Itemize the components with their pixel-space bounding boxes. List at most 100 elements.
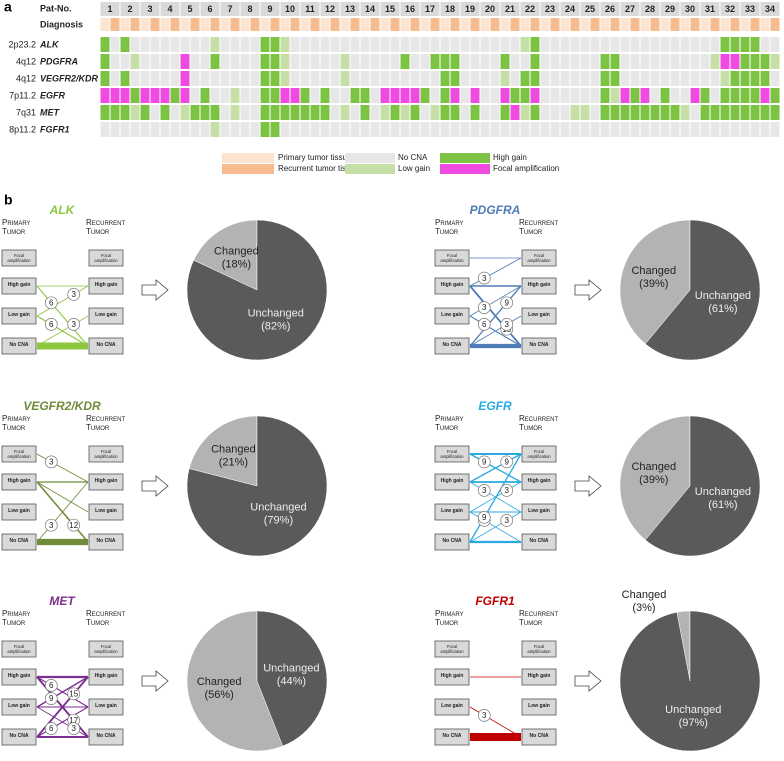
diagnosis-cell [360, 18, 370, 31]
cna-cell [670, 54, 680, 69]
level-label: High gain [7, 478, 31, 485]
patient-header-cell [420, 2, 440, 16]
cna-cell [710, 71, 720, 86]
patient-number: 11 [305, 4, 315, 14]
patient-header-cell [160, 2, 180, 16]
cna-cell [300, 88, 310, 103]
diagnosis-cell [580, 18, 590, 31]
diagnosis-cell [690, 18, 700, 31]
cna-cell [110, 54, 120, 69]
cna-cell [190, 37, 200, 52]
diagnosis-cell [480, 18, 490, 31]
patient-number: 23 [545, 4, 555, 14]
patient-number: 13 [345, 4, 355, 14]
cna-cell [440, 71, 450, 86]
pie-value-label: (18%) [222, 258, 251, 270]
level-label-box: Focal amplification [94, 449, 117, 460]
cna-cell [570, 122, 580, 137]
patient-number: 8 [247, 4, 252, 14]
level-label: High gain [527, 673, 551, 680]
cna-cell [660, 71, 670, 86]
cna-cell [120, 88, 130, 103]
diagnosis-cell [260, 18, 270, 31]
cna-cell [180, 105, 190, 120]
level-box [88, 277, 124, 295]
cna-cell [600, 54, 610, 69]
cna-cell [670, 88, 680, 103]
cna-cell [100, 37, 110, 52]
patient-header-cell [300, 2, 320, 16]
cna-cell [630, 71, 640, 86]
level-box [88, 249, 124, 267]
level-box [1, 533, 37, 551]
panel-label: a [4, 0, 12, 15]
cna-cell [480, 37, 490, 52]
cna-cell [310, 122, 320, 137]
diagnosis-cell [300, 18, 310, 31]
cna-cell [370, 122, 380, 137]
cna-cell [240, 88, 250, 103]
cna-cell [490, 105, 500, 120]
level-label-box: No CNA [530, 734, 549, 740]
level-label-box: Focal amplification [7, 644, 30, 655]
legend-label: High gain [493, 153, 527, 162]
cna-cell [470, 105, 480, 120]
cna-cell [440, 54, 450, 69]
diagnosis-cell [490, 18, 500, 31]
level-label-box: High gain [8, 674, 31, 680]
cna-cell [590, 88, 600, 103]
level-label-box: No CNA [10, 343, 29, 349]
level-label: Focal amplification [440, 252, 464, 264]
diagnosis-cell [640, 18, 650, 31]
diagnosis-cell [430, 18, 440, 31]
diagnosis-cell [540, 18, 550, 31]
cna-cell [690, 122, 700, 137]
cna-cell [620, 54, 630, 69]
transition-badge [477, 511, 491, 524]
transition-line [36, 481, 89, 513]
cna-cell [120, 122, 130, 137]
cna-cell [510, 54, 520, 69]
cna-cell [680, 54, 690, 69]
cna-cell [430, 71, 440, 86]
patient-number: 33 [745, 4, 755, 14]
cna-cell [410, 71, 420, 86]
cna-cell [500, 37, 510, 52]
transition-line [469, 257, 522, 287]
cna-cell [220, 88, 230, 103]
level-label-box: Focal amplification [440, 449, 463, 460]
cna-cell [240, 105, 250, 120]
cna-cell [640, 37, 650, 52]
diagnosis-cell [140, 18, 150, 31]
level-box [88, 728, 124, 746]
cna-cell [600, 105, 610, 120]
cna-cell [190, 71, 200, 86]
cna-cell [610, 54, 620, 69]
transition-badge [500, 455, 514, 469]
level-box [434, 307, 470, 325]
transition-badge [500, 318, 514, 331]
cna-cell [480, 105, 490, 120]
diagnosis-cell [530, 18, 540, 31]
cna-cell [520, 122, 530, 137]
cna-cell [210, 105, 220, 120]
diagnosis-label: Diagnosis [40, 19, 83, 29]
cna-cell [510, 105, 520, 120]
cna-cell [570, 71, 580, 86]
row-gene: PDGFRA [40, 56, 78, 66]
recurrent-label: Recurrent Tumor [519, 414, 559, 432]
cna-cell [380, 105, 390, 120]
recurrent-label: Recurrent Tumor [86, 414, 126, 432]
level-box [521, 533, 557, 551]
cna-cell [150, 37, 160, 52]
cna-cell [610, 71, 620, 86]
row-locus: 4q12 [16, 56, 36, 66]
cna-cell [450, 54, 460, 69]
cna-cell [370, 71, 380, 86]
cna-cell [260, 37, 270, 52]
cna-cell [230, 54, 240, 69]
cna-cell [170, 122, 180, 137]
cna-cell [750, 105, 760, 120]
transition-line [36, 706, 89, 738]
